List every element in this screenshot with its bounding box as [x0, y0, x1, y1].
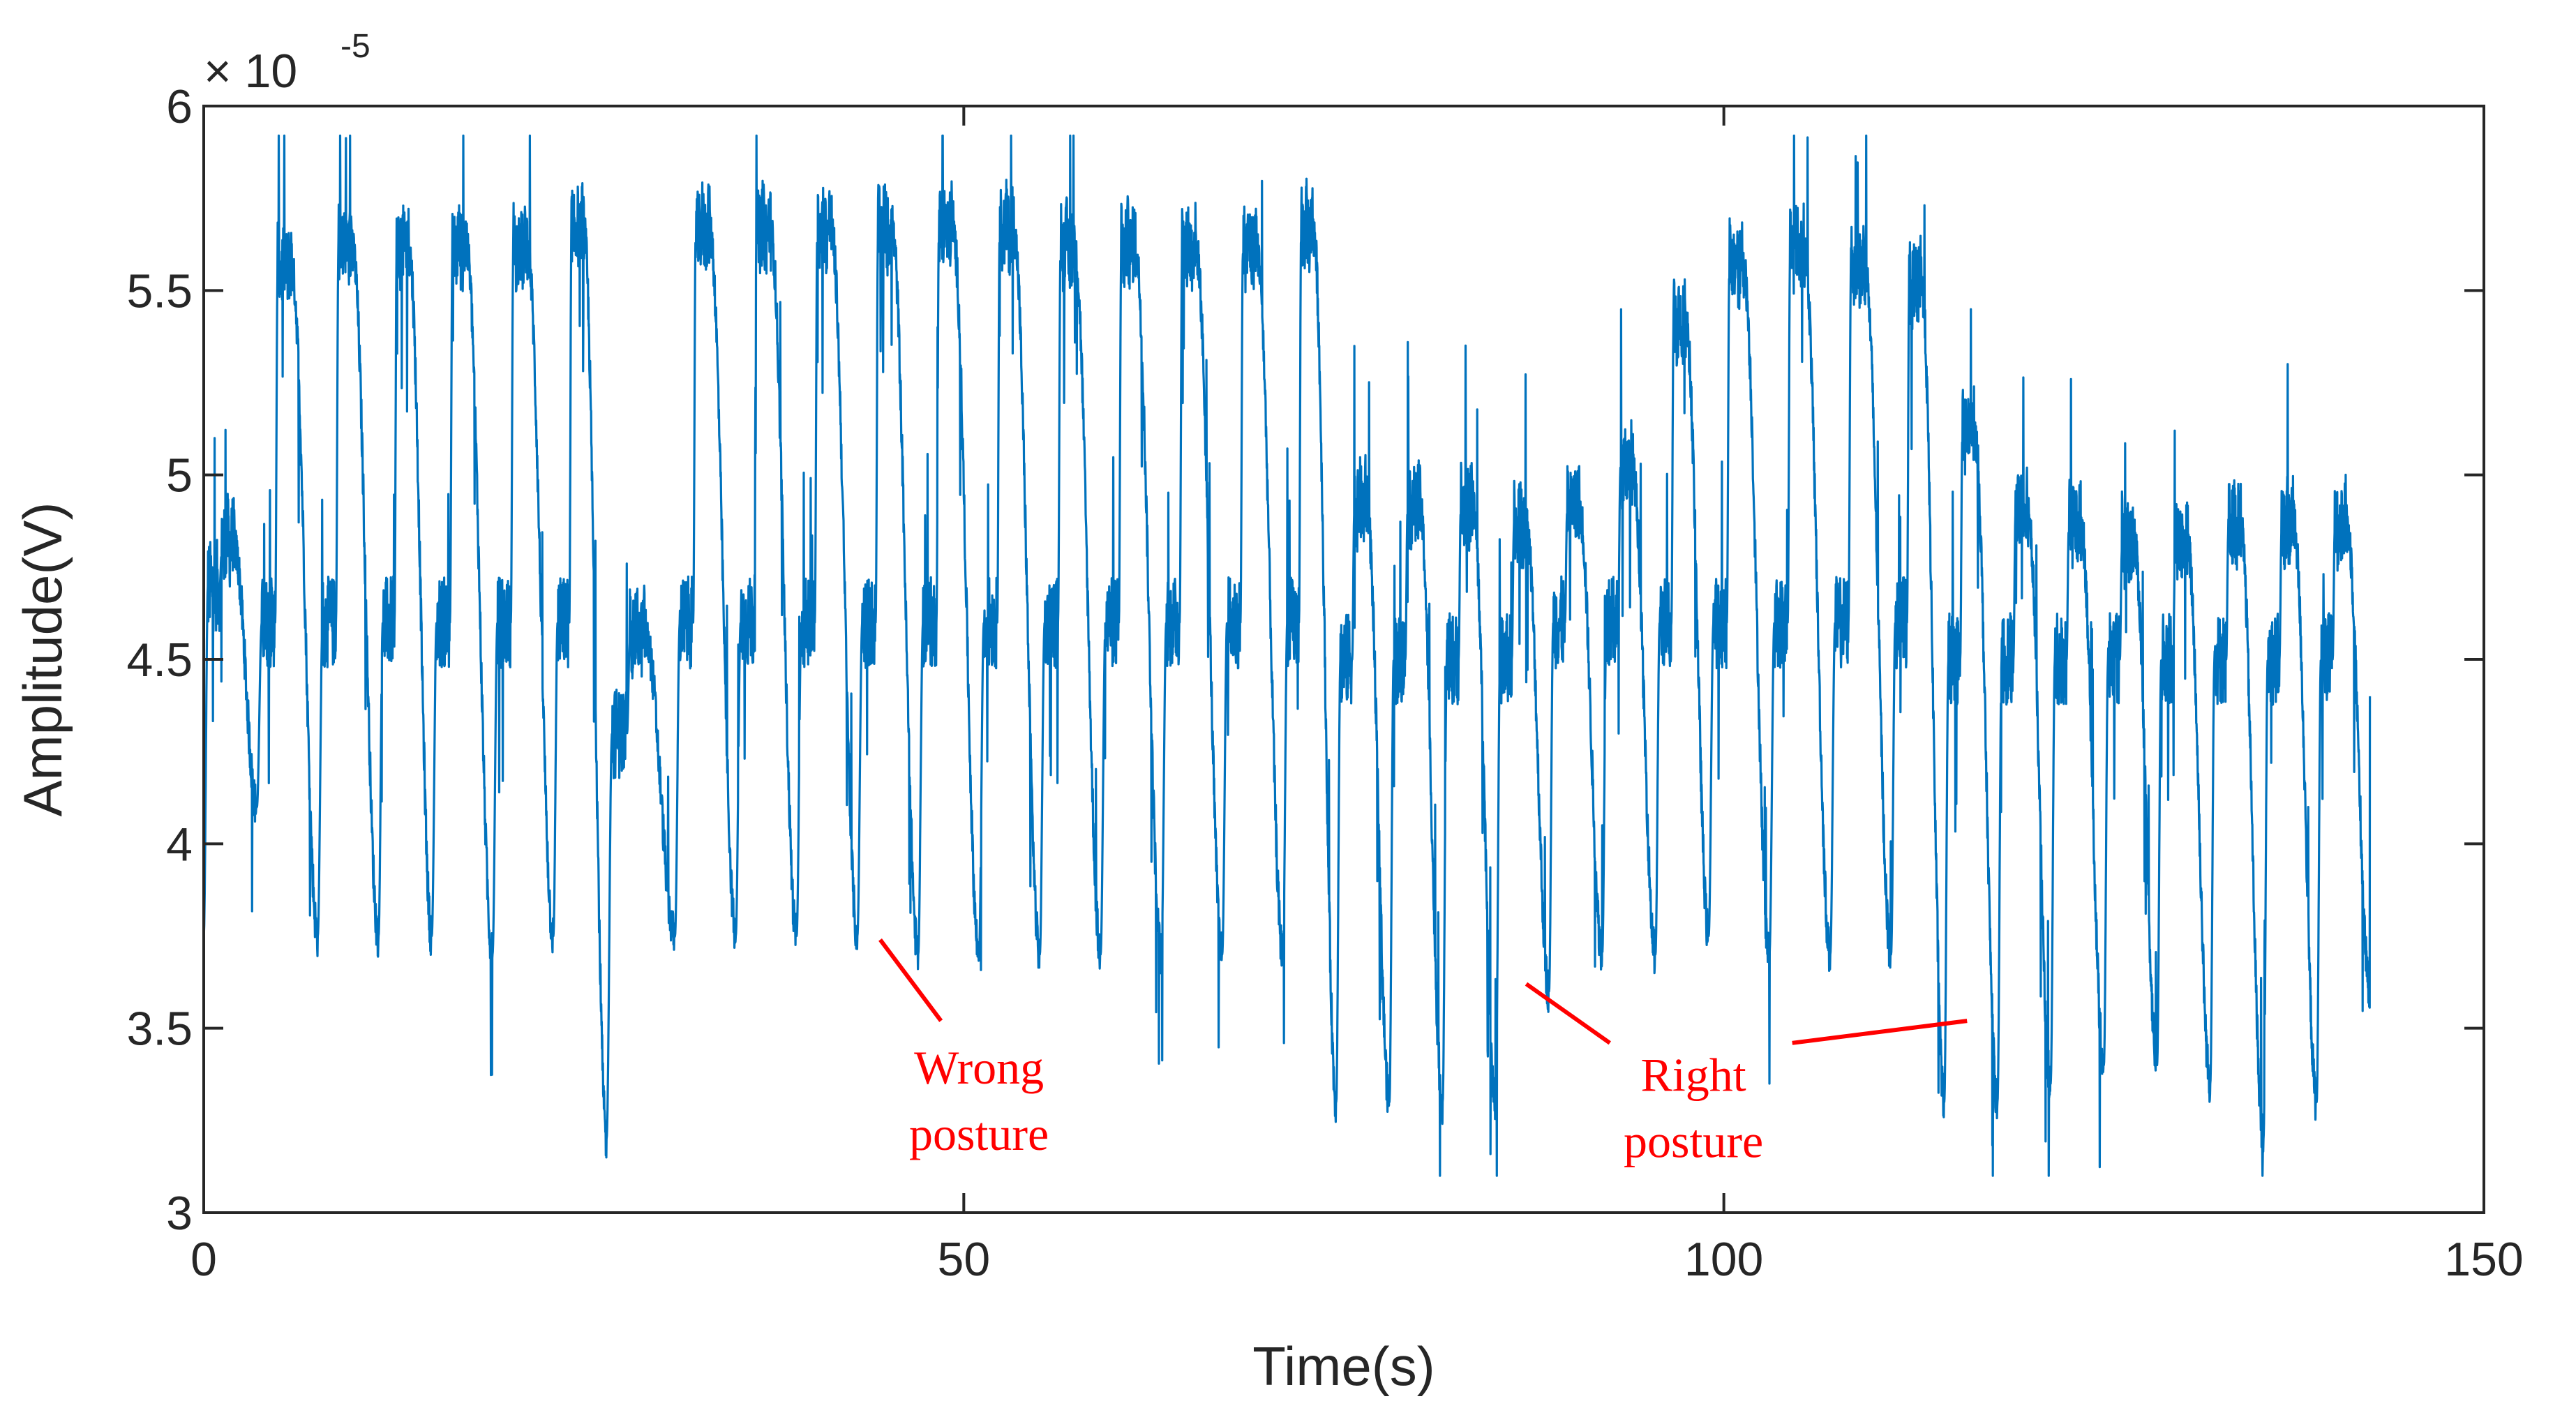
series-line-amplitude: [202, 134, 2372, 1177]
y-axis-label: Amplitude(V): [12, 502, 73, 817]
x-tick-label: 50: [938, 1233, 991, 1286]
wrong-posture-label-line: Wrong: [914, 1041, 1044, 1094]
y-axis-multiplier: × 10 -5: [204, 28, 370, 98]
right-posture-arrow: [1792, 1019, 1968, 1045]
x-tick-label: 0: [190, 1233, 217, 1286]
tick-layer: 0 50 100 150 3 3.5 4 4.5 5 5.5 6: [126, 80, 2523, 1286]
x-tick-label: 100: [1684, 1233, 1763, 1286]
y-tick-label: 5: [166, 449, 193, 502]
multiplier-base: × 10: [204, 45, 297, 98]
right-posture-label-line: Right: [1641, 1049, 1746, 1102]
y-tick-label: 6: [166, 80, 193, 133]
y-tick-label: 3: [166, 1187, 193, 1240]
wrong-posture-label-line: posture: [909, 1107, 1049, 1160]
wrong-posture-arrow: [878, 938, 943, 1022]
right-posture-arrow: [1525, 982, 1611, 1045]
y-tick-label: 3.5: [126, 1003, 193, 1056]
multiplier-exponent: -5: [340, 28, 370, 65]
y-tick-label: 4.5: [126, 634, 193, 687]
x-axis-label: Time(s): [1252, 1335, 1435, 1397]
plot-layer: [202, 134, 2372, 1177]
annotation-layer: Wrong posture Right posture: [878, 938, 1968, 1168]
y-tick-label: 4: [166, 818, 193, 871]
right-posture-label-line: posture: [1624, 1115, 1763, 1168]
x-tick-label: 150: [2444, 1233, 2523, 1286]
y-tick-label: 5.5: [126, 264, 193, 317]
